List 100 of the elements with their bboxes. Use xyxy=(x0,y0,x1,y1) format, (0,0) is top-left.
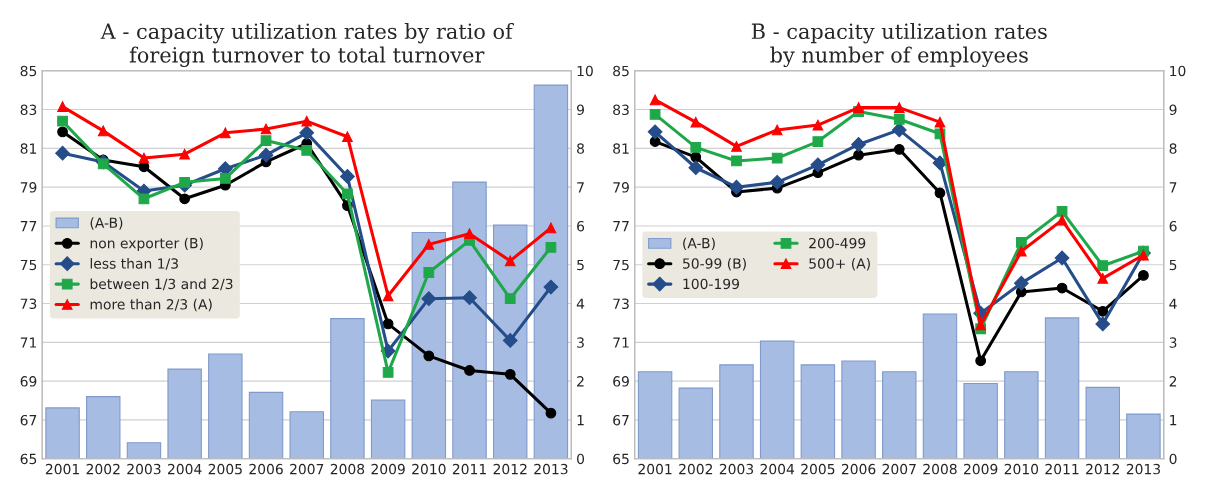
point xyxy=(504,255,516,267)
y2-tick-label: 8 xyxy=(577,143,584,154)
x-tick-label: 2004 xyxy=(167,463,202,475)
y2-tick-label: 10 xyxy=(577,65,593,77)
y2-tick-label: 2 xyxy=(577,376,584,387)
x-tick-label: 2003 xyxy=(719,463,754,475)
y-tick-label: 71 xyxy=(20,337,37,348)
x-tick-label: 2011 xyxy=(452,463,486,475)
point xyxy=(649,109,661,120)
x-tick-label: 2006 xyxy=(249,463,283,475)
bar xyxy=(963,382,998,459)
legend-label: 50-99 (B) xyxy=(683,258,746,271)
point xyxy=(504,293,516,305)
point xyxy=(545,241,557,253)
point xyxy=(545,407,557,419)
bar xyxy=(289,411,324,459)
bar xyxy=(1085,386,1120,459)
point xyxy=(1097,272,1109,284)
point xyxy=(382,367,394,378)
point xyxy=(299,125,315,141)
bar xyxy=(800,364,836,459)
point xyxy=(423,350,435,362)
x-tick-label: 2007 xyxy=(882,463,916,475)
y2-tick-label: 0 xyxy=(577,453,585,465)
x-tick-label: 2007 xyxy=(290,463,324,475)
point xyxy=(504,368,516,380)
y-tick-label: 81 xyxy=(20,143,37,154)
point xyxy=(219,173,231,184)
legend-label: non exporter (B) xyxy=(90,237,203,252)
point xyxy=(731,141,742,152)
y-tick-label: 67 xyxy=(613,414,629,426)
legend-label: less than 1/3 xyxy=(90,258,178,270)
y-tick-label: 81 xyxy=(613,143,629,154)
y2-tick-label: 9 xyxy=(1169,104,1177,116)
y-tick-label: 69 xyxy=(20,376,37,387)
bar xyxy=(719,364,754,459)
x-tick-label: 2009 xyxy=(964,463,998,475)
x-tick-label: 2002 xyxy=(86,463,120,475)
legend-label: 200-499 xyxy=(809,237,866,249)
x-tick-label: 2002 xyxy=(679,463,713,475)
y-tick-label: 85 xyxy=(20,65,37,77)
y2-tick-label: 3 xyxy=(577,337,584,348)
x-tick-label: 2012 xyxy=(493,463,527,475)
point xyxy=(57,126,68,138)
y2-tick-label: 5 xyxy=(1169,259,1177,271)
x-tick-label: 2003 xyxy=(127,463,161,475)
point xyxy=(975,319,987,331)
point xyxy=(97,158,109,170)
legend-label: 100-199 xyxy=(683,278,740,290)
point xyxy=(543,279,559,295)
y-tick-label: 75 xyxy=(20,259,37,271)
point xyxy=(219,127,231,139)
legend-label: 500+ (A) xyxy=(809,258,870,271)
x-tick-label: 2001 xyxy=(638,463,672,475)
y2-tick-label: 4 xyxy=(1169,298,1177,309)
point xyxy=(1097,305,1109,317)
bar xyxy=(45,407,80,459)
x-tick-label: 2010 xyxy=(412,463,446,475)
y-tick-label: 67 xyxy=(20,414,37,426)
bar xyxy=(637,371,673,459)
point xyxy=(138,193,150,205)
bar xyxy=(1126,413,1161,459)
y-tick-label: 83 xyxy=(20,104,37,116)
x-tick-label: 2005 xyxy=(208,463,242,475)
bar xyxy=(86,396,121,459)
x-tick-label: 2001 xyxy=(45,463,79,475)
bar xyxy=(167,368,202,459)
point xyxy=(258,147,274,163)
point xyxy=(423,238,435,250)
point xyxy=(853,149,864,161)
bar xyxy=(678,387,714,459)
y2-tick-label: 1 xyxy=(577,415,584,426)
bar xyxy=(1044,317,1080,459)
legend-label: (A-B) xyxy=(90,217,123,230)
point xyxy=(1056,282,1068,294)
point xyxy=(55,145,70,161)
point xyxy=(690,142,702,153)
point xyxy=(810,157,826,173)
point xyxy=(729,179,744,195)
point xyxy=(179,193,191,205)
point xyxy=(1015,245,1027,257)
point xyxy=(1054,250,1070,266)
point xyxy=(1015,237,1027,248)
point xyxy=(502,333,518,348)
x-tick-label: 2008 xyxy=(330,463,365,475)
point xyxy=(1138,249,1149,261)
y-tick-label: 65 xyxy=(613,453,629,465)
y-tick-label: 77 xyxy=(613,221,629,232)
y-tick-label: 71 xyxy=(613,337,629,348)
point xyxy=(812,119,824,131)
point xyxy=(179,148,191,160)
bar xyxy=(1004,371,1039,459)
chart-title: A - capacity utilization rates by ratio of foreign turnover to total turnover xyxy=(100,22,514,68)
point xyxy=(464,365,475,376)
point xyxy=(975,355,987,367)
point xyxy=(649,94,661,106)
point xyxy=(731,155,742,167)
y2-tick-label: 5 xyxy=(577,259,584,271)
x-tick-label: 2008 xyxy=(923,463,957,475)
y-tick-label: 77 xyxy=(20,221,37,232)
